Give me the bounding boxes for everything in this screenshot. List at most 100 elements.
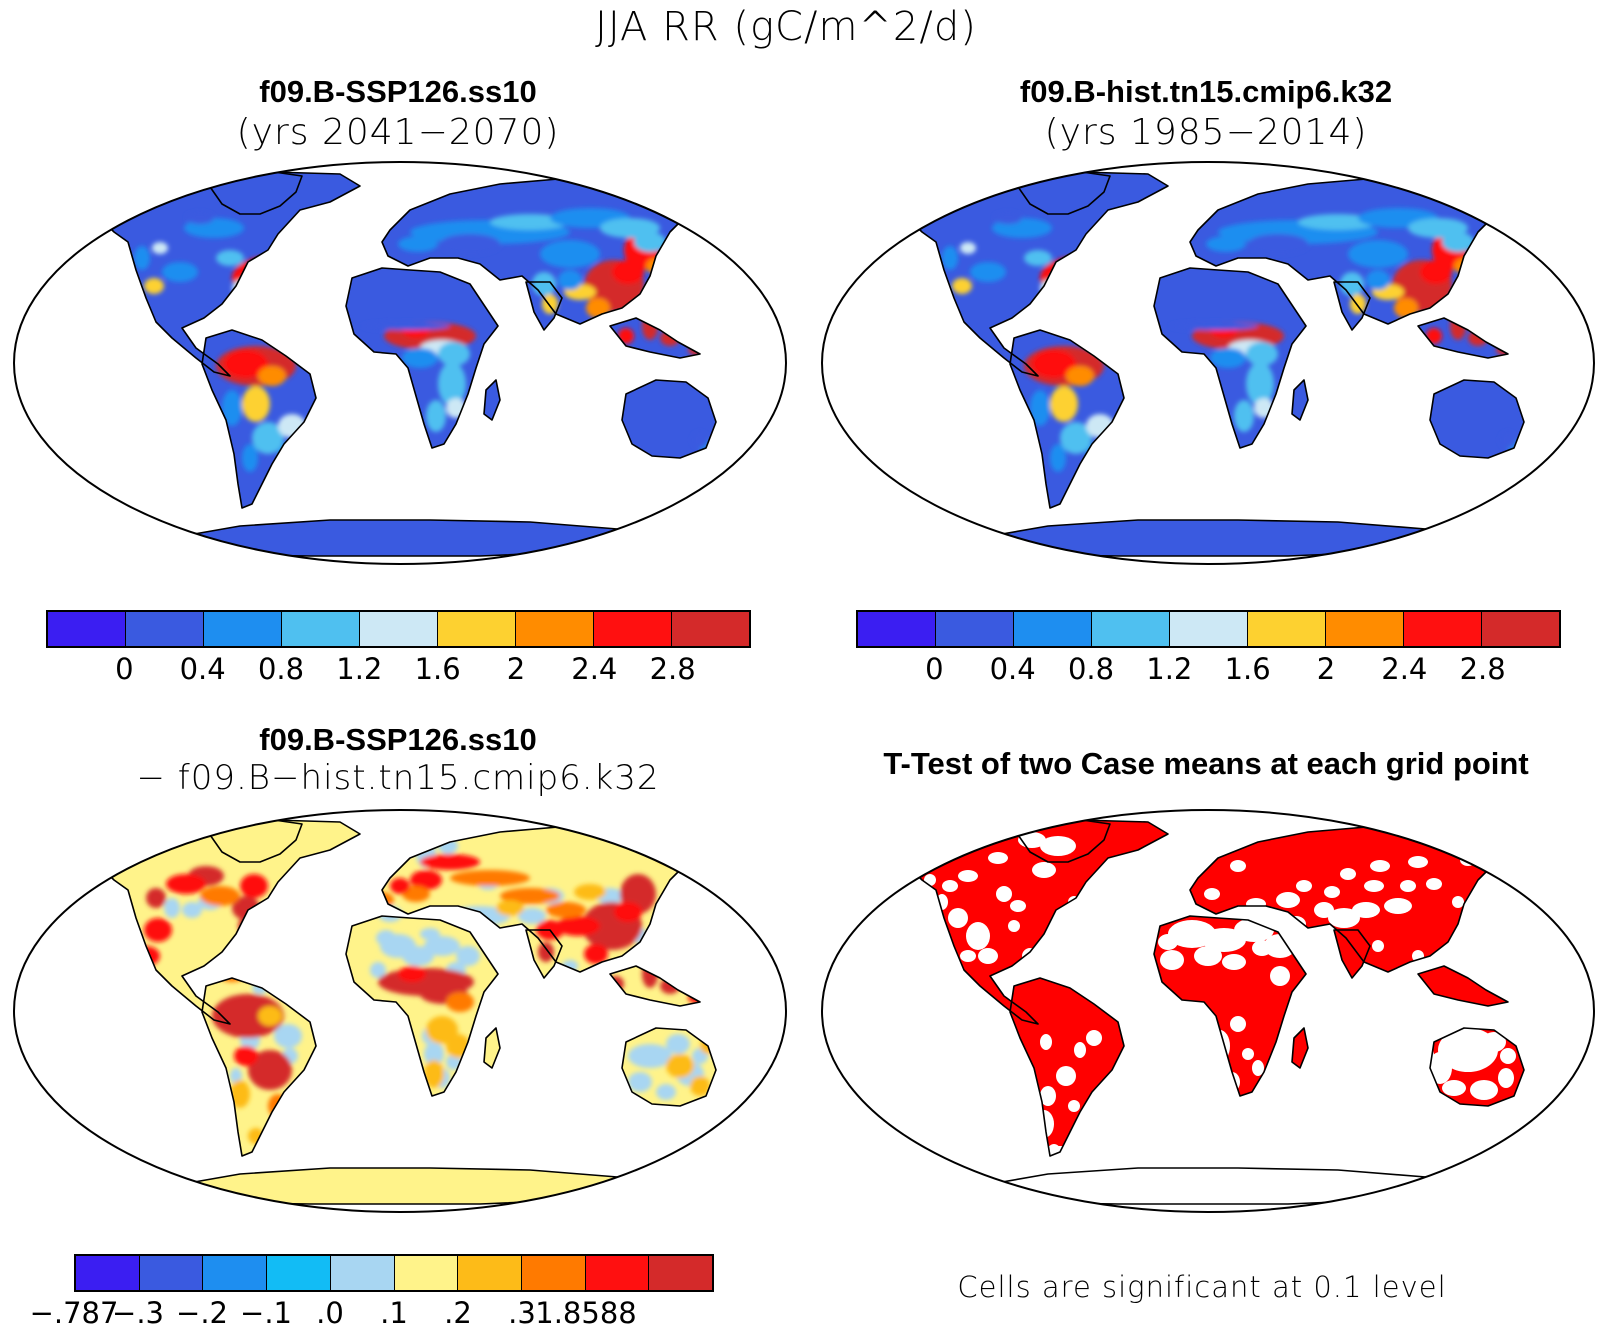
colorbar-cell	[139, 1256, 204, 1290]
map-frame	[13, 161, 787, 565]
coastline-se-asia-islands	[1417, 317, 1509, 359]
coastline-africa	[345, 915, 499, 1097]
colorbar-cell	[203, 1256, 268, 1290]
coastline-aleutians	[49, 867, 103, 887]
coastline-north-america	[909, 171, 1169, 377]
panel-future-title: f09.B-SSP126.ss10	[259, 74, 537, 109]
colorbar-tick-label: −.787	[29, 1296, 119, 1330]
colorbar-historical	[856, 610, 1561, 648]
coastline-se-asia-islands	[1417, 965, 1509, 1007]
panel-historical-title: f09.B-hist.tn15.cmip6.k32	[1019, 74, 1393, 109]
colorbar-tick-label: 0.8	[1067, 652, 1115, 686]
colorbar-difference	[74, 1254, 714, 1292]
coastline-south-america	[201, 977, 317, 1157]
coastline-aleutians	[857, 219, 911, 239]
colorbar-cell	[126, 612, 204, 646]
coastline-north-america	[101, 171, 361, 377]
colorbar-tick-label: .3	[508, 1296, 536, 1330]
map-difference	[13, 809, 787, 1213]
colorbar-cell	[1248, 612, 1326, 646]
colorbar-tick-label: 1.8588	[535, 1296, 637, 1330]
coastline-india	[1333, 281, 1371, 331]
map-frame	[821, 161, 1595, 565]
colorbar-tick-label: 0.4	[989, 652, 1036, 686]
colorbar-cell	[1482, 612, 1559, 646]
coastline-north-america	[909, 819, 1169, 1025]
colorbar-cell	[330, 1256, 395, 1290]
colorbar-future	[46, 610, 751, 648]
coastline-aleutians	[857, 867, 911, 887]
colorbar-cell	[594, 612, 672, 646]
colorbar-tick-label: .2	[444, 1296, 472, 1330]
colorbar-cell	[1170, 612, 1248, 646]
colorbar-tick-label: 0	[925, 652, 944, 686]
coastline-madagascar	[1291, 1027, 1309, 1069]
colorbar-cell	[858, 612, 936, 646]
coastline-africa	[1153, 915, 1307, 1097]
coastline-north-america	[101, 819, 361, 1025]
map-historical	[821, 161, 1595, 565]
panel-future-subtitle: (yrs 2041−2070)	[236, 112, 560, 153]
colorbar-cell	[360, 612, 438, 646]
coastline-aleutians	[49, 219, 103, 239]
coastline-australia	[621, 1027, 717, 1107]
colorbar-cell	[516, 612, 594, 646]
colorbar-tick-label: 0.8	[257, 652, 305, 686]
coastline-africa	[1153, 267, 1307, 449]
panel-difference-subtitle: − f09.B−hist.tn15.cmip6.k32	[136, 758, 660, 798]
colorbar-tick-label: 1.2	[336, 652, 383, 686]
colorbar-tick-label: 2.4	[571, 652, 618, 686]
colorbar-tick-label: 2	[506, 652, 526, 686]
coastline-south-america	[1009, 977, 1125, 1157]
coastline-australia	[1429, 379, 1525, 459]
coastline-madagascar	[1291, 379, 1309, 421]
colorbar-cell	[204, 612, 282, 646]
colorbar-tick-label: 2.8	[1459, 652, 1506, 686]
coastline-australia	[621, 379, 717, 459]
coastline-india	[525, 929, 563, 979]
colorbar-cell	[267, 1256, 331, 1290]
colorbar-cell	[458, 1256, 522, 1290]
colorbar-tick-label: 1.6	[1224, 652, 1271, 686]
map-future	[13, 161, 787, 565]
colorbar-cell	[672, 612, 749, 646]
significance-note: Cells are significant at 0.1 level	[957, 1270, 1447, 1304]
colorbar-tick-label: 1.2	[1146, 652, 1193, 686]
coastline-africa	[345, 267, 499, 449]
colorbar-tick-label: 1.6	[414, 652, 461, 686]
colorbar-cell	[438, 612, 516, 646]
coastline-se-asia-islands	[609, 317, 701, 359]
colorbar-tick-label: .0	[316, 1296, 344, 1330]
colorbar-cell	[649, 1256, 713, 1290]
coastline-south-america	[1009, 329, 1125, 509]
colorbar-tick-label: −.3	[112, 1296, 164, 1330]
panel-ttest-title: T-Test of two Case means at each grid po…	[883, 746, 1529, 781]
colorbar-cell	[48, 612, 126, 646]
colorbar-cell	[585, 1256, 650, 1290]
colorbar-cell	[1404, 612, 1482, 646]
panel-difference-title: f09.B-SSP126.ss10	[259, 722, 537, 757]
coastline-india	[1333, 929, 1371, 979]
coastline-madagascar	[483, 379, 501, 421]
colorbar-cell	[282, 612, 360, 646]
colorbar-cell	[936, 612, 1014, 646]
map-frame	[821, 809, 1595, 1213]
colorbar-cell	[1092, 612, 1170, 646]
colorbar-tick-label: 0	[115, 652, 134, 686]
colorbar-cell	[76, 1256, 140, 1290]
coastline-se-asia-islands	[609, 965, 701, 1007]
map-ttest	[821, 809, 1595, 1213]
main-title: JJA RR (gC/m^2/d)	[595, 4, 977, 50]
colorbar-cell	[1014, 612, 1092, 646]
colorbar-cell	[394, 1256, 459, 1290]
colorbar-tick-label: 2	[1316, 652, 1336, 686]
coastline-australia	[1429, 1027, 1525, 1107]
colorbar-tick-label: .1	[380, 1296, 408, 1330]
colorbar-tick-label: 2.4	[1381, 652, 1428, 686]
colorbar-cell	[521, 1256, 586, 1290]
colorbar-tick-label: −.2	[176, 1296, 228, 1330]
coastline-india	[525, 281, 563, 331]
colorbar-tick-label: 2.8	[649, 652, 696, 686]
panel-historical-subtitle: (yrs 1985−2014)	[1044, 112, 1368, 153]
colorbar-cell	[1326, 612, 1404, 646]
